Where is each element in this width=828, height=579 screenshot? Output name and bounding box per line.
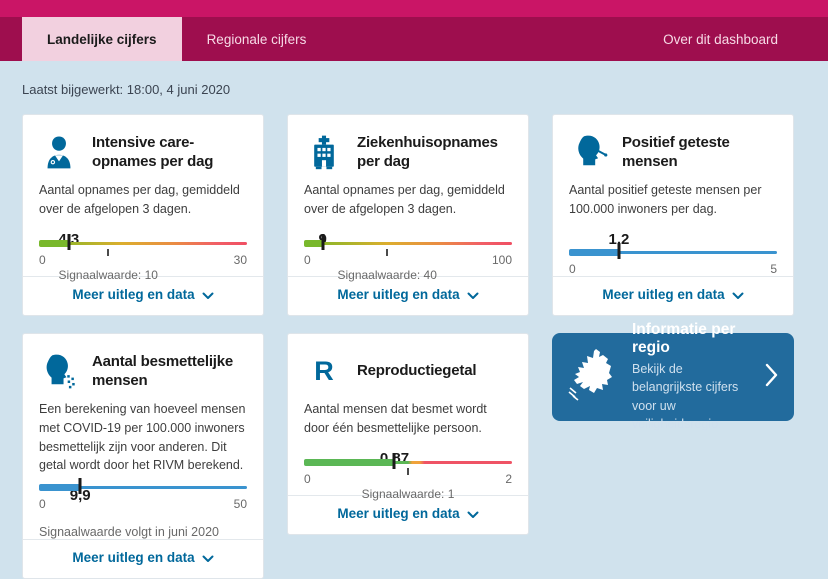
signal-value-label: Signaalwaarde: 40 (337, 267, 437, 282)
signal-tick (386, 248, 389, 256)
card-title: Ziekenhuisopnames per dag (357, 133, 498, 171)
meter-fill (39, 484, 81, 491)
metric-meter: 9 (304, 231, 512, 256)
chevron-down-icon (202, 555, 214, 562)
scale-max-label: 30 (233, 252, 247, 267)
top-accent-strip (0, 0, 828, 17)
metric-card: Aantal besmettelijke mensen Een berekeni… (22, 333, 264, 579)
r-letter-icon: R (314, 355, 334, 386)
value-marker (67, 233, 71, 250)
card-title: Intensive care-opnames per dag (92, 133, 214, 171)
scale-max-label: 5 (770, 262, 777, 276)
over-dit-dashboard-link[interactable]: Over dit dashboard (663, 31, 778, 47)
more-info-link[interactable]: Meer uitleg en data (72, 287, 214, 302)
region-card-title: Informatie per regio (632, 321, 736, 357)
metric-card: Positief geteste mensen Aantal positief … (552, 114, 794, 316)
metric-card: Ziekenhuisopnames per dag Aantal opnames… (287, 114, 529, 316)
netherlands-map-icon (566, 346, 620, 409)
metric-meter: 1,2 (569, 230, 777, 259)
value-marker (617, 243, 621, 259)
card-title: Aantal besmettelijke mensen (92, 352, 234, 390)
card-title: Reproductiegetal (357, 362, 477, 380)
meter-track (39, 486, 247, 489)
metric-card: Intensive care-opnames per dag Aantal op… (22, 114, 264, 316)
scale-min-label: 0 (39, 252, 46, 267)
region-info-card[interactable]: Informatie per regio Bekijk de belangrij… (552, 321, 794, 431)
medical-worker-icon (39, 131, 79, 173)
head-cough-icon (39, 350, 79, 392)
chevron-down-icon (732, 292, 744, 299)
metric-value: 1,2 (608, 230, 630, 248)
value-marker (78, 478, 82, 494)
meter-track (304, 241, 512, 245)
meter-fill (304, 239, 323, 247)
meter-fill (39, 239, 69, 247)
meter-fill (569, 249, 619, 256)
card-description: Aantal mensen dat besmet wordt door één … (304, 402, 487, 435)
hospital-icon (304, 131, 344, 173)
more-info-link[interactable]: Meer uitleg en data (337, 506, 479, 521)
more-info-link[interactable]: Meer uitleg en data (72, 550, 214, 565)
signal-value-label: Signaalwaarde: 10 (58, 267, 158, 282)
card-description: Een berekening van hoeveel mensen met CO… (39, 402, 246, 473)
metric-meter: 0,87 (304, 450, 512, 475)
value-marker (392, 452, 396, 469)
meter-track (304, 460, 512, 464)
metric-meter: 9,9 (39, 478, 247, 504)
scale-min-label: 0 (569, 262, 576, 276)
last-updated-text: Laatst bijgewerkt: 18:00, 4 juni 2020 (22, 82, 231, 97)
dashboard-cards-grid: Intensive care-opnames per dag Aantal op… (0, 114, 828, 579)
chevron-right-icon (765, 363, 778, 392)
value-marker (321, 233, 325, 250)
meter-track (569, 251, 777, 254)
more-info-link[interactable]: Meer uitleg en data (602, 287, 744, 302)
scale-max-label: 50 (233, 497, 247, 511)
card-title: Positief geteste mensen (622, 133, 730, 171)
chevron-down-icon (202, 292, 214, 299)
tab-regionale-cijfers[interactable]: Regionale cijfers (206, 31, 307, 47)
metric-card: R Reproductiegetal Aantal mensen dat bes… (287, 333, 529, 535)
scale-min-label: 0 (304, 252, 311, 267)
scale-min-label: 0 (39, 497, 46, 511)
tab-landelijke-cijfers[interactable]: Landelijke cijfers (22, 17, 182, 61)
chevron-down-icon (467, 511, 479, 518)
card-description: Aantal opnames per dag, gemiddeld over d… (304, 183, 505, 216)
meter-fill (304, 458, 395, 466)
metric-meter: 4,3 (39, 231, 247, 256)
metric-value: 9,9 (69, 487, 91, 504)
main-navbar: Landelijke cijfers Regionale cijfers Ove… (0, 17, 828, 61)
card-description: Aantal opnames per dag, gemiddeld over d… (39, 183, 240, 216)
signal-value-label: Signaalwaarde: 1 (361, 486, 455, 501)
region-card-subtitle: Bekijk de belangrijkste cijfers voor uw … (632, 362, 739, 431)
scale-max-label: 100 (491, 252, 512, 267)
scale-min-label: 0 (304, 471, 311, 486)
signal-note: Signaalwaarde volgt in juni 2020 (39, 525, 219, 539)
scale-max-label: 2 (505, 471, 512, 486)
head-swab-icon (569, 131, 609, 173)
signal-tick (407, 467, 409, 475)
signal-tick (107, 248, 110, 256)
chevron-down-icon (467, 292, 479, 299)
card-description: Aantal positief geteste mensen per 100.0… (569, 183, 762, 216)
meter-track (39, 241, 247, 245)
more-info-link[interactable]: Meer uitleg en data (337, 287, 479, 302)
